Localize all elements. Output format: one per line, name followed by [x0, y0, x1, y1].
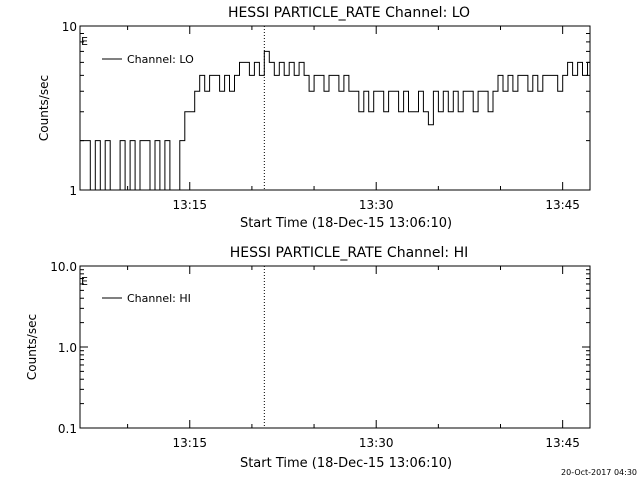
lo-xtick-label: 13:15 [172, 198, 207, 212]
chart-lo: HESSI PARTICLE_RATE Channel: LO Counts/s… [37, 5, 591, 231]
chart-lo-title: HESSI PARTICLE_RATE Channel: LO [228, 5, 470, 21]
hi-xtick-label: 13:15 [172, 436, 207, 450]
chart-hi: HESSI PARTICLE_RATE Channel: HI Counts/s… [25, 245, 591, 471]
lo-xtick-label: 13:45 [545, 198, 580, 212]
chart-lo-series-line [80, 50, 591, 191]
hi-xtick-label: 13:30 [359, 436, 394, 450]
hi-ytick-label: 10.0 [50, 260, 77, 274]
hi-ytick-label: 1.0 [58, 341, 77, 355]
chart-hi-ylabel: Counts/sec [25, 314, 39, 380]
chart-hi-event-lines: EE [81, 266, 265, 428]
footer-timestamp: 20-Oct-2017 04:30 [561, 468, 637, 477]
chart-lo-series [80, 50, 591, 191]
chart-hi-legend-label: Channel: HI [127, 292, 191, 305]
chart-hi-legend: Channel: HI [102, 292, 191, 305]
hi-xtick-label: 13:45 [545, 436, 580, 450]
lo-xtick-label: 13:30 [359, 198, 394, 212]
chart-lo-plot-frame [79, 25, 591, 191]
chart-hi-y-axis: 0.1 1.0 10.0 [50, 260, 590, 436]
chart-lo-legend-label: Channel: LO [127, 53, 194, 66]
lo-ytick-label: 1 [69, 184, 77, 198]
chart-hi-plot-frame [79, 265, 591, 429]
chart-lo-legend: Channel: LO [102, 53, 194, 66]
chart-lo-xlabel: Start Time (18-Dec-15 13:06:10) [240, 216, 452, 231]
chart-hi-xlabel: Start Time (18-Dec-15 13:06:10) [240, 456, 452, 471]
chart-hi-title: HESSI PARTICLE_RATE Channel: HI [230, 245, 468, 261]
hi-ytick-label: 0.1 [58, 422, 77, 436]
hi-event-marker: E [81, 275, 88, 288]
lo-ytick-label: 10 [62, 20, 77, 34]
lo-event-marker: E [81, 35, 88, 48]
chart-lo-y-axis: 1 10 [62, 20, 590, 198]
chart-lo-ylabel: Counts/sec [37, 75, 51, 141]
